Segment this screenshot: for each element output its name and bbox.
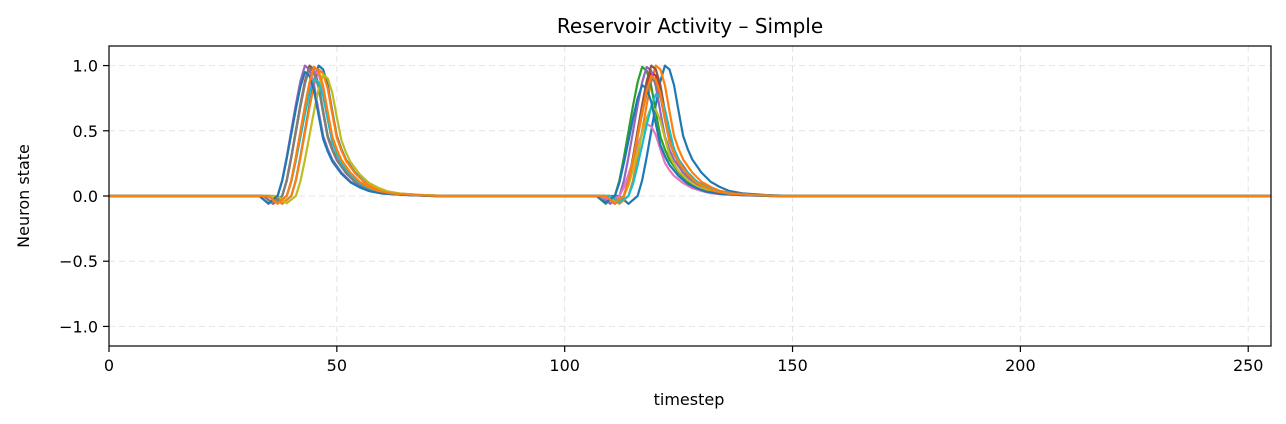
y-tick-label: −0.5 [59,252,98,271]
series-line-12 [109,65,1271,205]
y-tick-label: 0.5 [73,122,98,141]
x-tick-label: 0 [104,356,114,375]
y-axis-label: Neuron state [14,144,33,248]
y-tick-label: 1.0 [73,57,98,76]
x-tick-label: 50 [327,356,347,375]
x-tick-label: 250 [1233,356,1264,375]
y-tick-label: −1.0 [59,317,98,336]
y-axis-ticks: −1.0 −0.5 0.0 0.5 1.0 [59,57,109,336]
x-tick-label: 150 [777,356,808,375]
x-axis-label: timestep [654,390,725,409]
chart-title: Reservoir Activity – Simple [557,14,823,38]
series-layer [109,64,1271,205]
x-tick-label: 200 [1005,356,1036,375]
series-line-11 [109,70,1271,205]
y-tick-label: 0.0 [73,187,98,206]
x-axis-ticks: 0 50 100 150 200 250 [104,346,1264,375]
series-line-3 [109,65,1271,205]
x-tick-label: 100 [549,356,580,375]
